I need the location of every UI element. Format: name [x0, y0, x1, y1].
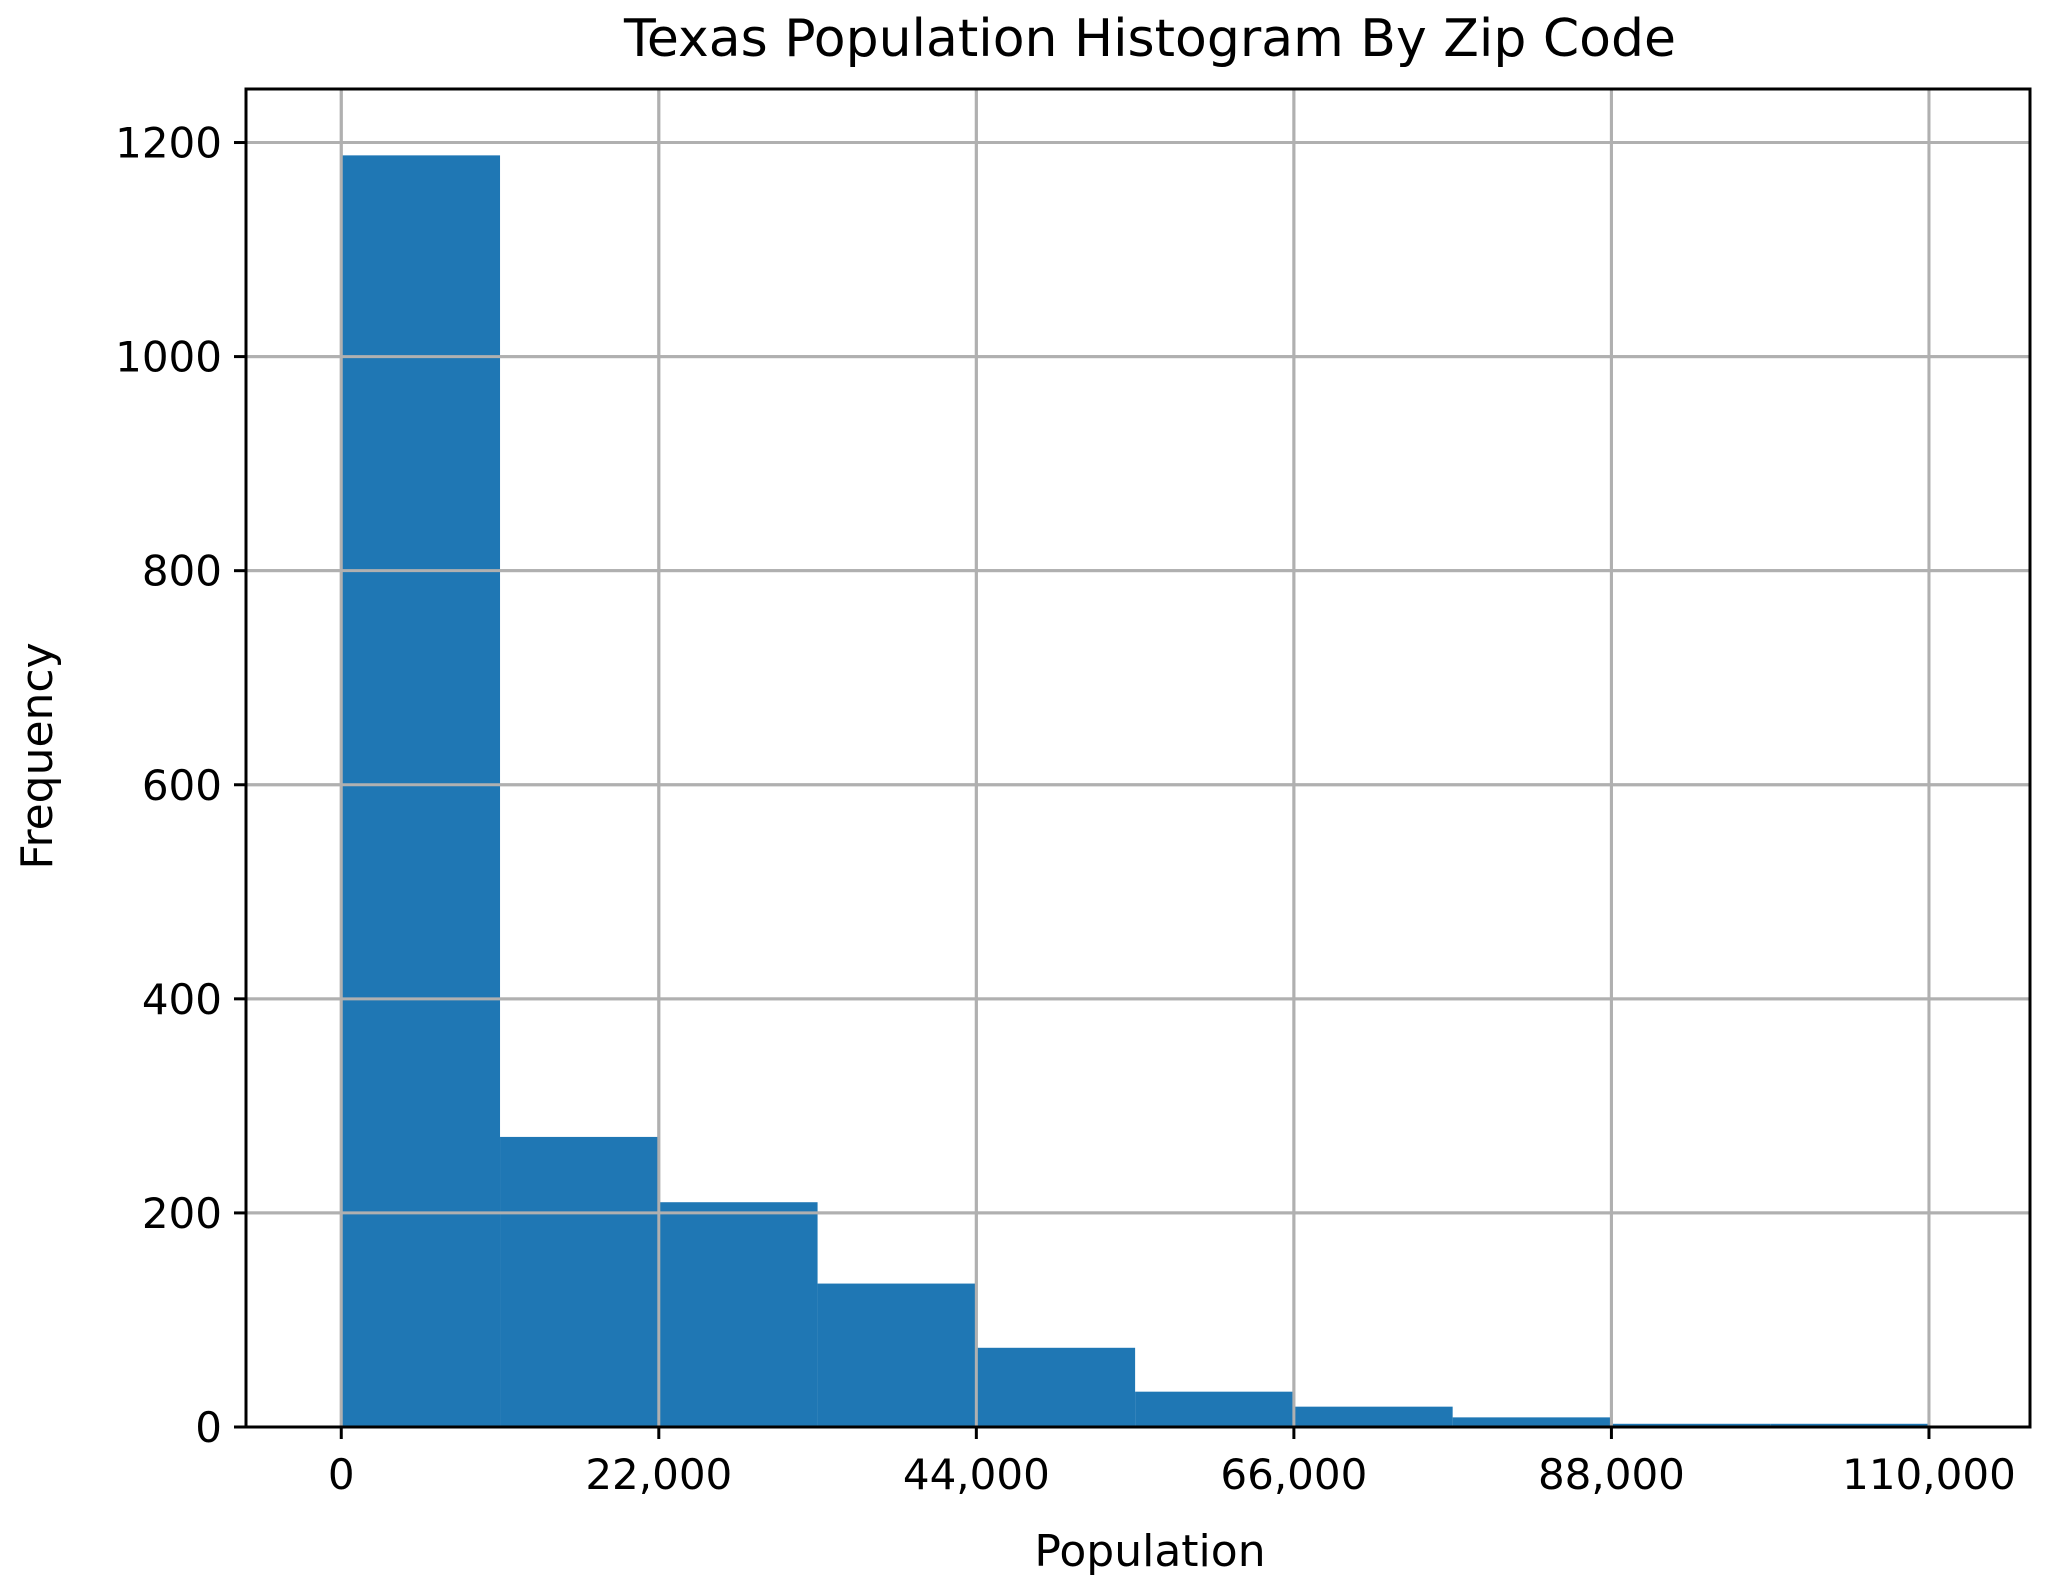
x-tick-label: 0 [328, 1450, 355, 1499]
x-axis-title: Population [1034, 1526, 1265, 1577]
vertical-grid-overlay [246, 89, 2030, 1429]
x-tick-label: 110,000 [1842, 1450, 2016, 1499]
histogram-bar [1611, 1423, 1771, 1427]
histogram-bar [1452, 1417, 1612, 1427]
y-tick-label: 1200 [115, 119, 222, 168]
histogram-bar [817, 1283, 977, 1427]
y-tick-label: 400 [142, 975, 222, 1024]
histogram-bar [341, 155, 501, 1428]
plot-frame [244, 87, 2032, 1429]
y-tick-label: 800 [142, 547, 222, 596]
y-tick-label: 200 [142, 1189, 222, 1238]
y-tick-label: 0 [195, 1403, 222, 1452]
x-tick-label: 88,000 [1538, 1450, 1685, 1499]
x-tick-label: 66,000 [1220, 1450, 1367, 1499]
histogram-bar [658, 1202, 818, 1427]
y-tick-label: 1000 [115, 333, 222, 382]
histogram-bar [1770, 1423, 1929, 1427]
histogram-bar [1135, 1391, 1294, 1427]
x-tick-label: 44,000 [903, 1450, 1050, 1499]
chart-title: Texas Population Histogram By Zip Code [623, 9, 1676, 69]
histogram-bar [500, 1136, 659, 1427]
x-tick-label: 22,000 [585, 1450, 732, 1499]
histogram-bar [1293, 1406, 1453, 1427]
y-tick-label: 600 [142, 761, 222, 810]
histogram-bar [976, 1347, 1136, 1427]
ticks-layer: 0 22,000 44,000 66,000 88,000 110,000 0 200 400 6… [115, 119, 2016, 1499]
y-axis-title: Frequency [12, 642, 63, 869]
bars-layer [341, 155, 1929, 1428]
